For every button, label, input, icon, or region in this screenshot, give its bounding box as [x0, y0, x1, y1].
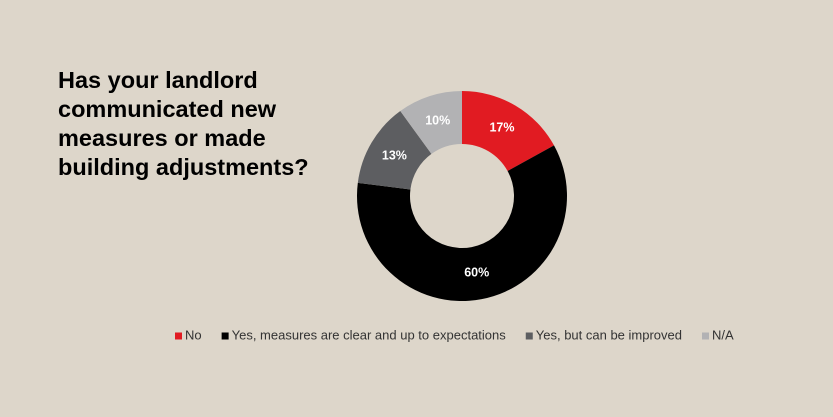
- legend-swatch: [525, 332, 533, 340]
- legend-label: Yes, measures are clear and up to expect…: [232, 327, 507, 342]
- legend-label: N/A: [712, 327, 734, 342]
- donut-slice: [462, 91, 555, 171]
- chart-title: Has your landlord communicated new measu…: [58, 67, 309, 180]
- data-label: 13%: [382, 148, 407, 162]
- data-label: 10%: [425, 114, 450, 128]
- legend-label: Yes, but can be improved: [536, 327, 682, 342]
- legend-swatch: [702, 332, 709, 340]
- legend-swatch: [221, 332, 229, 340]
- donut-slice: [400, 91, 462, 154]
- data-label: 17%: [489, 121, 514, 135]
- donut-slice: [357, 111, 432, 190]
- data-label: 60%: [464, 265, 489, 279]
- legend-swatch: [175, 332, 182, 340]
- donut-slice: [357, 145, 567, 301]
- legend-label: No: [185, 327, 202, 342]
